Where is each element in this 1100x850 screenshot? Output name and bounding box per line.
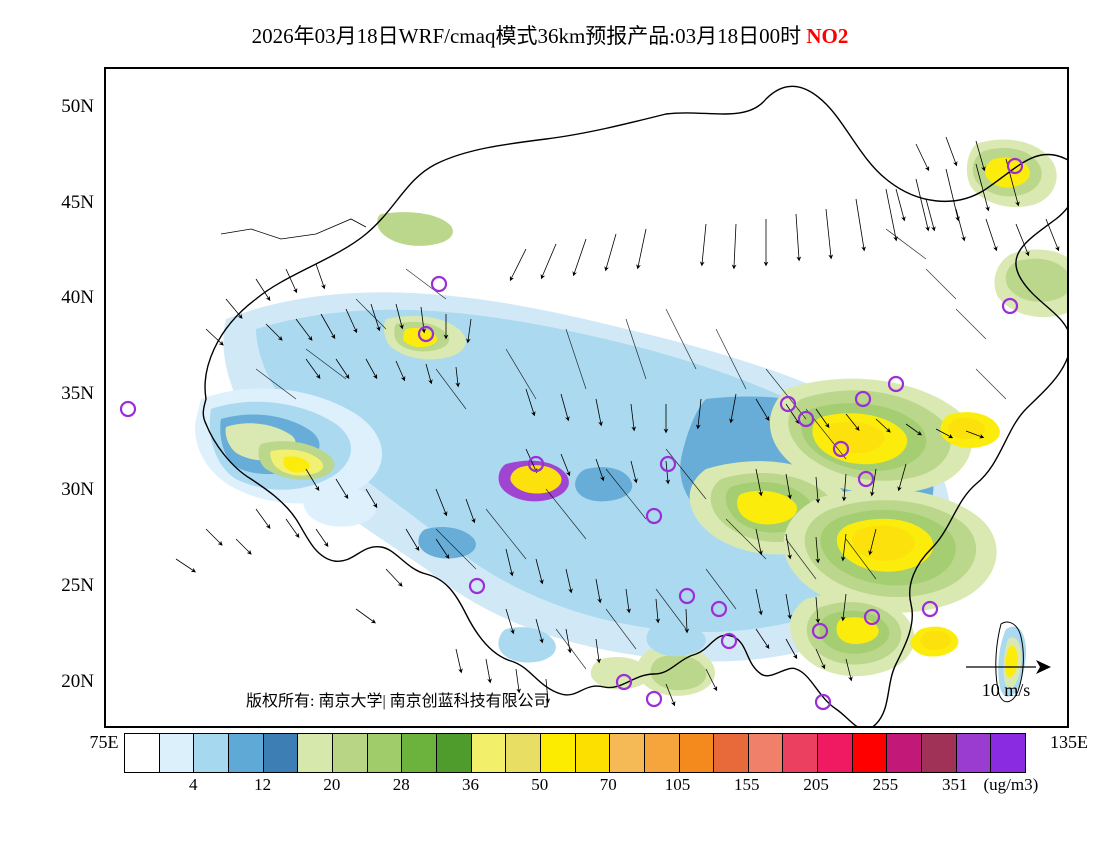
wind-arrows-north <box>511 159 1018 279</box>
ylabel-1: 45N <box>61 192 94 214</box>
wind-legend-label: 10 m/s <box>951 680 1061 701</box>
title-main-text: 2026年03月18日WRF/cmaq模式36km预报产品:03月18日00时 <box>252 24 802 48</box>
wind-legend-arrow-icon <box>956 654 1056 680</box>
map-plot-area[interactable]: 版权所有: 南京大学| 南京创蓝科技有限公司 10 m/s <box>104 67 1069 728</box>
colorbar-legend[interactable]: 4 12 20 28 36 50 70 105 155 205 255 351 … <box>124 733 1024 801</box>
ylabel-2: 40N <box>61 287 94 309</box>
ylabel-0: 50N <box>61 96 94 118</box>
colorbar-cells-row <box>124 733 1026 773</box>
colorbar-cell-6 <box>333 734 368 772</box>
colorbar-value-11: 351 <box>942 775 968 795</box>
colorbar-value-7: 105 <box>665 775 691 795</box>
copyright-watermark: 版权所有: 南京大学| 南京创蓝科技有限公司 <box>246 687 550 711</box>
colorbar-cell-0 <box>125 734 160 772</box>
colorbar-cell-1 <box>160 734 195 772</box>
colorbar-cell-25 <box>991 734 1025 772</box>
colorbar-value-5: 50 <box>531 775 548 795</box>
concentration-contours <box>195 140 1069 728</box>
colorbar-cell-2 <box>194 734 229 772</box>
colorbar-unit-label: (ug/m3) <box>984 775 1039 795</box>
colorbar-cell-21 <box>853 734 888 772</box>
ylabel-5: 25N <box>61 575 94 597</box>
colorbar-cell-7 <box>368 734 403 772</box>
wind-speed-legend: 10 m/s <box>951 654 1061 714</box>
xlabel-12: 135E <box>1050 732 1088 753</box>
colorbar-value-9: 205 <box>803 775 829 795</box>
latitude-axis: 50N 45N 40N 35N 30N 25N 20N <box>30 67 100 728</box>
colorbar-cell-15 <box>645 734 680 772</box>
colorbar-cell-22 <box>887 734 922 772</box>
ylabel-3: 35N <box>61 383 94 405</box>
ylabel-6: 20N <box>61 671 94 693</box>
colorbar-cell-18 <box>749 734 784 772</box>
colorbar-cell-16 <box>680 734 715 772</box>
colorbar-value-10: 255 <box>873 775 899 795</box>
xlabel-0: 75E <box>90 732 119 753</box>
colorbar-cell-19 <box>783 734 818 772</box>
colorbar-value-labels: 4 12 20 28 36 50 70 105 155 205 255 351 … <box>124 775 1024 801</box>
colorbar-value-0: 4 <box>189 775 198 795</box>
colorbar-cell-24 <box>957 734 992 772</box>
colorbar-cell-23 <box>922 734 957 772</box>
colorbar-cell-12 <box>541 734 576 772</box>
colorbar-value-6: 70 <box>600 775 617 795</box>
colorbar-value-8: 155 <box>734 775 760 795</box>
colorbar-cell-5 <box>298 734 333 772</box>
weather-map-app: 2026年03月18日WRF/cmaq模式36km预报产品:03月18日00时 … <box>0 0 1100 850</box>
colorbar-value-4: 36 <box>462 775 479 795</box>
colorbar-cell-10 <box>472 734 507 772</box>
chart-title: 2026年03月18日WRF/cmaq模式36km预报产品:03月18日00时 … <box>0 20 1100 50</box>
colorbar-cell-4 <box>264 734 299 772</box>
colorbar-cell-20 <box>818 734 853 772</box>
colorbar-value-3: 28 <box>393 775 410 795</box>
pollutant-concentration-map[interactable] <box>106 69 1069 728</box>
colorbar-cell-3 <box>229 734 264 772</box>
ylabel-4: 30N <box>61 479 94 501</box>
colorbar-value-2: 20 <box>323 775 340 795</box>
colorbar-cell-9 <box>437 734 472 772</box>
colorbar-cell-11 <box>506 734 541 772</box>
colorbar-value-1: 12 <box>254 775 271 795</box>
title-pollutant-text: NO2 <box>806 24 848 48</box>
colorbar-cell-17 <box>714 734 749 772</box>
colorbar-cell-8 <box>402 734 437 772</box>
colorbar-cell-14 <box>610 734 645 772</box>
colorbar-cell-13 <box>576 734 611 772</box>
